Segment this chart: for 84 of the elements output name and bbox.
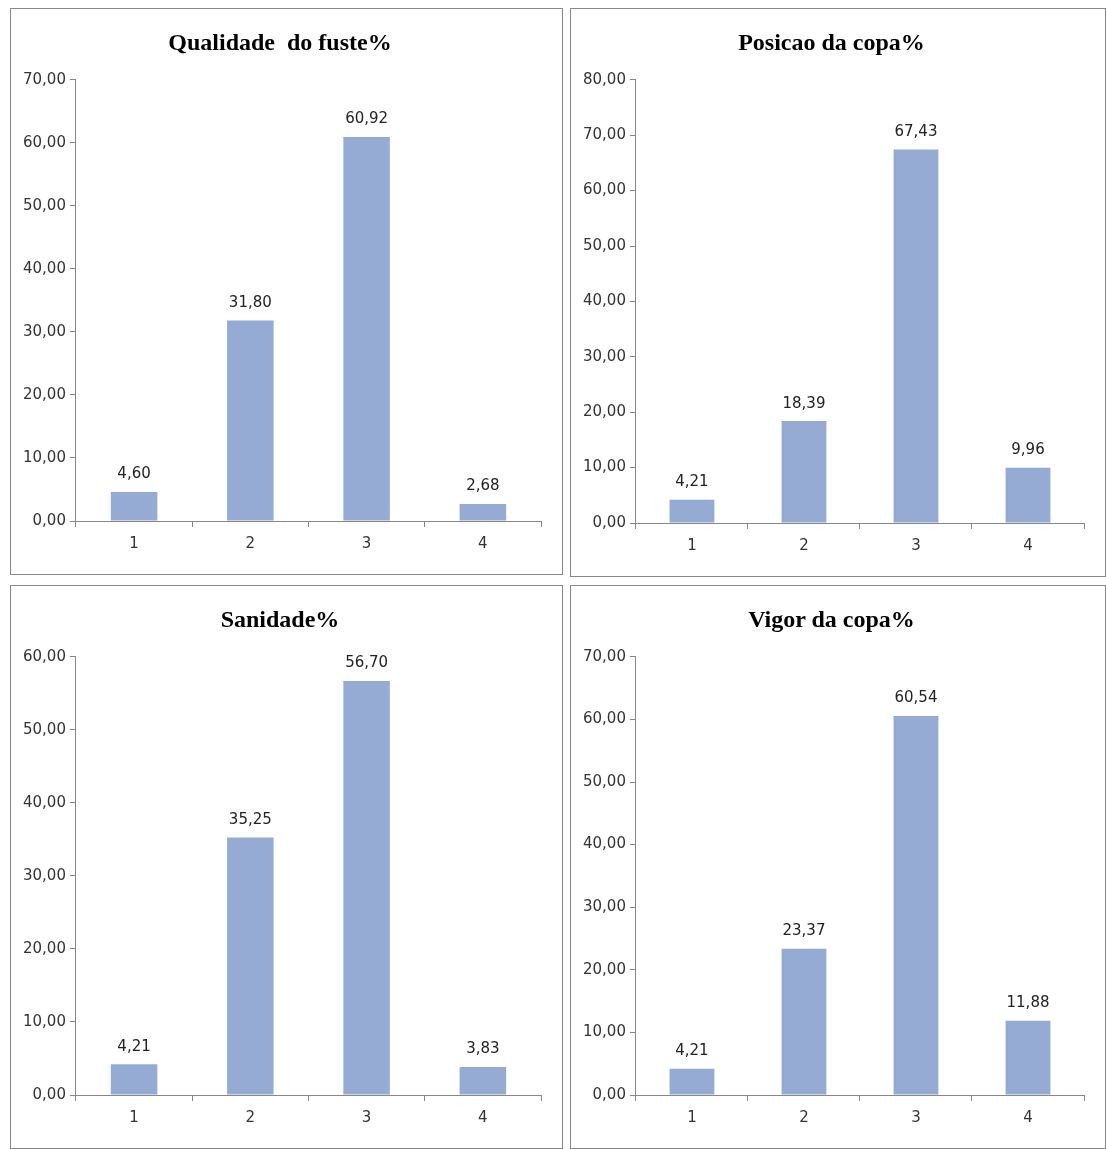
y-tick-label: 0,00 [32,510,66,529]
y-tick-label: 60,00 [582,180,626,199]
y-tick-label: 0,00 [32,1084,66,1103]
data-label: 4,60 [117,464,151,483]
y-tick-label: 50,00 [22,195,66,214]
data-label: 3,83 [466,1039,500,1058]
y-tick-label: 10,00 [582,457,626,476]
y-tick-label: 20,00 [582,959,626,978]
x-tick-label: 1 [129,533,139,552]
y-tick-label: 40,00 [22,258,66,277]
data-label: 9,96 [1011,440,1045,459]
y-tick-label: 30,00 [582,346,626,365]
bar [459,504,507,521]
chart-title: Vigor da copa% [748,605,915,632]
data-label: 60,54 [894,688,938,707]
y-tick-label: 40,00 [582,291,626,310]
y-tick-label: 10,00 [22,447,66,466]
y-tick-label: 60,00 [582,709,626,728]
bar [110,492,158,521]
bar [227,837,274,1095]
data-label: 11,88 [1006,993,1050,1012]
bar [893,149,939,523]
bar [1005,467,1051,523]
y-tick-label: 30,00 [22,321,66,340]
x-tick-label: 2 [245,1107,256,1126]
bar [893,716,939,1095]
x-tick-label: 4 [478,1107,488,1126]
x-tick-label: 4 [1023,1107,1033,1126]
y-tick-label: 10,00 [22,1011,66,1030]
x-tick-label: 3 [911,1107,921,1126]
y-tick-label: 30,00 [22,865,66,884]
data-label: 56,70 [345,653,389,672]
data-label: 67,43 [894,121,938,140]
y-tick-label: 20,00 [22,938,66,957]
y-tick-label: 50,00 [582,235,626,254]
data-label: 4,21 [675,1041,709,1060]
bar [343,680,390,1095]
y-tick-label: 40,00 [22,792,66,811]
y-tick-label: 60,00 [22,646,66,665]
bar [110,1064,158,1095]
data-label: 31,80 [228,292,272,311]
y-tick-label: 30,00 [582,897,626,916]
data-label: 4,21 [117,1036,151,1055]
y-tick-label: 20,00 [582,402,626,421]
bar [1005,1020,1051,1095]
x-tick-label: 3 [911,535,921,554]
chart-title: Sanidade% [220,605,340,632]
x-tick-label: 2 [799,1107,809,1126]
data-label: 2,68 [466,476,500,495]
y-tick-label: 70,00 [582,125,626,144]
x-tick-label: 2 [245,533,256,552]
data-label: 60,92 [345,109,389,128]
bar [669,1068,715,1095]
data-label: 4,21 [675,472,709,491]
bar [781,421,827,523]
x-tick-label: 1 [129,1107,139,1126]
y-tick-label: 10,00 [582,1022,626,1041]
y-tick-label: 60,00 [22,132,66,151]
y-tick-label: 50,00 [582,771,626,790]
y-tick-label: 80,00 [582,69,626,88]
chart-title: Posicao da copa% [738,28,925,55]
data-label: 18,39 [782,393,826,412]
y-tick-label: 0,00 [592,1084,626,1103]
bar [669,499,715,523]
y-tick-label: 50,00 [22,719,66,738]
bar [781,948,827,1095]
x-tick-label: 1 [687,1107,697,1126]
y-tick-label: 70,00 [582,646,626,665]
x-tick-label: 1 [687,535,697,554]
bar [227,320,274,521]
data-label: 35,25 [228,809,272,828]
bar [343,137,390,521]
x-tick-label: 4 [1023,535,1033,554]
y-tick-label: 0,00 [592,512,626,531]
y-tick-label: 40,00 [582,834,626,853]
x-tick-label: 4 [478,533,488,552]
y-tick-label: 70,00 [22,69,66,88]
data-label: 23,37 [782,921,826,940]
bar [459,1067,507,1095]
x-tick-label: 3 [361,1107,372,1126]
chart-title: Qualidade do fuste% [168,28,392,55]
y-tick-label: 20,00 [22,384,66,403]
x-tick-label: 3 [361,533,372,552]
x-tick-label: 2 [799,535,809,554]
